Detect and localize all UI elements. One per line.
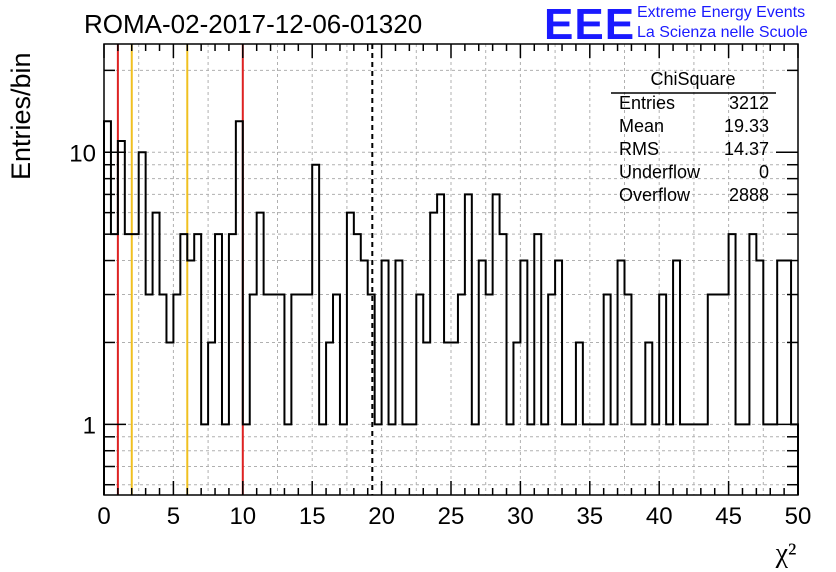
stats-title: ChiSquare [650,69,735,89]
stats-value: 14.37 [724,139,769,159]
x-tick-label: 40 [646,503,673,530]
x-tick-label: 35 [576,503,603,530]
x-tick-label: 0 [97,503,110,530]
grid-lines [104,44,798,495]
histogram-outline [103,120,799,495]
x-tick-label: 50 [785,503,812,530]
stats-label: Overflow [619,185,691,205]
stats-label: RMS [619,139,659,159]
stats-value: 0 [759,162,769,182]
x-tick-label: 45 [715,503,742,530]
x-axis-label: χ² [775,538,797,569]
eee-logo: EEE [544,0,636,49]
stats-label: Mean [619,116,664,136]
reference-lines [116,44,374,495]
axis-ticks [103,44,799,495]
x-tick-label: 25 [438,503,465,530]
stats-value: 2888 [729,185,769,205]
tick-labels: 0 5 10 15 20 25 30 35 40 45 50 1 10 [69,140,811,530]
x-tick-label: 5 [167,503,180,530]
stats-label: Underflow [619,162,701,182]
y-tick-label: 10 [69,140,96,167]
x-tick-label: 10 [229,503,256,530]
logo-line-1: Extreme Energy Events [637,4,806,21]
y-tick-label: 1 [83,412,96,439]
stats-label: Entries [619,93,675,113]
stats-box: ChiSquare Entries 3212 Mean 19.33 RMS 14.37 Un… [611,69,776,205]
x-tick-label: 30 [507,503,534,530]
x-tick-label: 20 [368,503,395,530]
stats-value: 3212 [729,93,769,113]
logo-line-2: La Scienza nelle Scuole [637,24,808,41]
x-tick-label: 15 [299,503,326,530]
plot-title: ROMA-02-2017-12-06-01320 [84,9,423,39]
stats-value: 19.33 [724,116,769,136]
